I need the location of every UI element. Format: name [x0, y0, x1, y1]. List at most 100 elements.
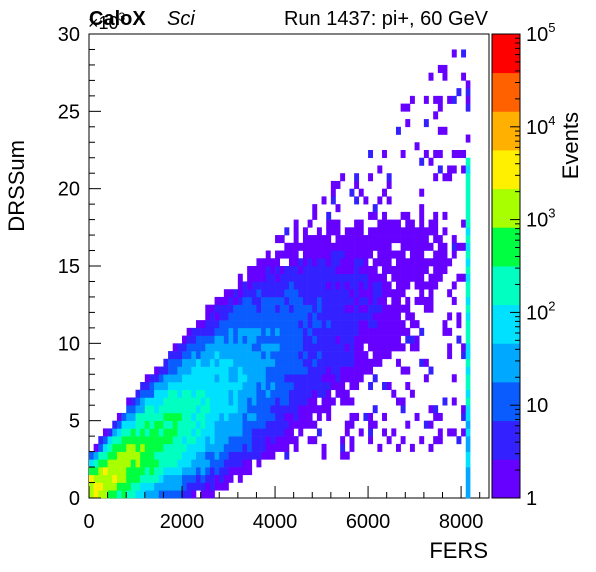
heatmap-bin — [307, 405, 313, 414]
heatmap-bin — [256, 335, 262, 344]
heatmap-bin — [130, 490, 136, 499]
heatmap-bin — [465, 443, 471, 452]
heatmap-bin — [275, 358, 280, 367]
heatmap-bin — [223, 397, 229, 406]
heatmap-bin — [228, 467, 234, 476]
heatmap-bin — [154, 412, 160, 421]
heatmap-bin — [414, 142, 420, 151]
heatmap-bin — [149, 428, 155, 437]
heatmap-bin — [228, 343, 234, 352]
heatmap-bin — [405, 327, 411, 336]
heatmap-bin — [437, 273, 443, 282]
heatmap-bin — [321, 304, 327, 313]
heatmap-bin — [349, 273, 355, 282]
heatmap-bin — [358, 273, 364, 282]
heatmap-bin — [423, 227, 429, 236]
heatmap-bin — [433, 235, 439, 244]
heatmap-bin — [302, 405, 308, 414]
heatmap-bin — [349, 327, 355, 336]
heatmap-bin — [228, 351, 234, 360]
heatmap-bin — [321, 235, 327, 244]
heatmap-bin — [205, 451, 211, 460]
heatmap-bin — [191, 382, 197, 391]
heatmap-bin — [437, 64, 443, 73]
heatmap-bin — [186, 335, 192, 344]
heatmap-bin — [386, 250, 392, 259]
heatmap-bin — [247, 281, 253, 290]
heatmap-bin — [368, 289, 374, 298]
heatmap-bin — [237, 273, 243, 282]
heatmap-bin — [242, 428, 248, 437]
heatmap-bin — [102, 459, 108, 468]
heatmap-bin — [247, 459, 253, 468]
heatmap-bin — [302, 235, 308, 244]
heatmap-bin — [247, 382, 253, 391]
heatmap-bin — [363, 304, 369, 313]
heatmap-bin — [326, 327, 332, 336]
heatmap-bin — [326, 343, 332, 352]
heatmap-bin — [223, 459, 229, 468]
heatmap-bin — [465, 134, 471, 143]
heatmap-bin — [284, 327, 290, 336]
heatmap-bin — [377, 242, 383, 251]
heatmap-bin — [298, 327, 304, 336]
heatmap-bin — [442, 72, 448, 81]
heatmap-bin — [326, 273, 332, 282]
heatmap-bin — [391, 389, 397, 398]
heatmap-bin — [163, 405, 169, 414]
heatmap-bin — [279, 335, 285, 344]
heatmap-bin — [172, 482, 178, 491]
heatmap-bin — [326, 227, 332, 236]
heatmap-bin — [391, 235, 397, 244]
heatmap-bin — [330, 358, 336, 367]
heatmap-bin — [154, 467, 160, 476]
heatmap-bin — [279, 304, 285, 313]
heatmap-bin — [465, 428, 471, 437]
heatmap-bin — [93, 490, 99, 499]
heatmap-bin — [372, 227, 378, 236]
heatmap-bin — [219, 389, 225, 398]
heatmap-bin — [377, 235, 383, 244]
heatmap-bin — [158, 389, 164, 398]
heatmap-bin — [307, 351, 313, 360]
heatmap-bin — [405, 312, 411, 321]
heatmap-bin — [395, 235, 401, 244]
heatmap-bin — [140, 420, 146, 429]
heatmap-bin — [186, 389, 192, 398]
heatmap-bin — [98, 451, 104, 460]
heatmap-bin — [386, 436, 392, 445]
heatmap-bin — [307, 304, 313, 313]
heatmap-bin — [358, 351, 364, 360]
heatmap-bin — [223, 351, 229, 360]
heatmap-bin — [330, 227, 336, 236]
heatmap-bin — [363, 235, 369, 244]
heatmap-bin — [195, 320, 201, 329]
heatmap-bin — [456, 150, 462, 159]
heatmap-bin — [377, 165, 383, 174]
heatmap-bin — [289, 296, 294, 305]
heatmap-bin — [251, 366, 257, 375]
heatmap-bin — [275, 335, 280, 344]
heatmap-bin — [354, 173, 360, 182]
heatmap-bin — [200, 451, 206, 460]
y-tick-label: 20 — [58, 179, 80, 201]
y-axis-title: DRSSum — [4, 140, 29, 232]
heatmap-bin — [302, 358, 308, 367]
heatmap-bin — [261, 351, 267, 360]
heatmap-bin — [107, 482, 113, 491]
heatmap-bin — [256, 273, 262, 282]
heatmap-bin — [377, 258, 383, 267]
heatmap-bin — [261, 258, 267, 267]
heatmap-bin — [256, 459, 262, 468]
heatmap-bin — [321, 405, 327, 414]
heatmap-bin — [205, 405, 211, 414]
heatmap-bin — [354, 196, 360, 205]
heatmap-bin — [270, 443, 276, 452]
heatmap-bin — [368, 312, 374, 321]
heatmap-bin — [144, 467, 150, 476]
heatmap-bin — [461, 72, 467, 81]
heatmap-bin — [293, 343, 299, 352]
heatmap-bin — [456, 273, 462, 282]
heatmap-bin — [344, 397, 350, 406]
heatmap-bin — [358, 266, 364, 275]
